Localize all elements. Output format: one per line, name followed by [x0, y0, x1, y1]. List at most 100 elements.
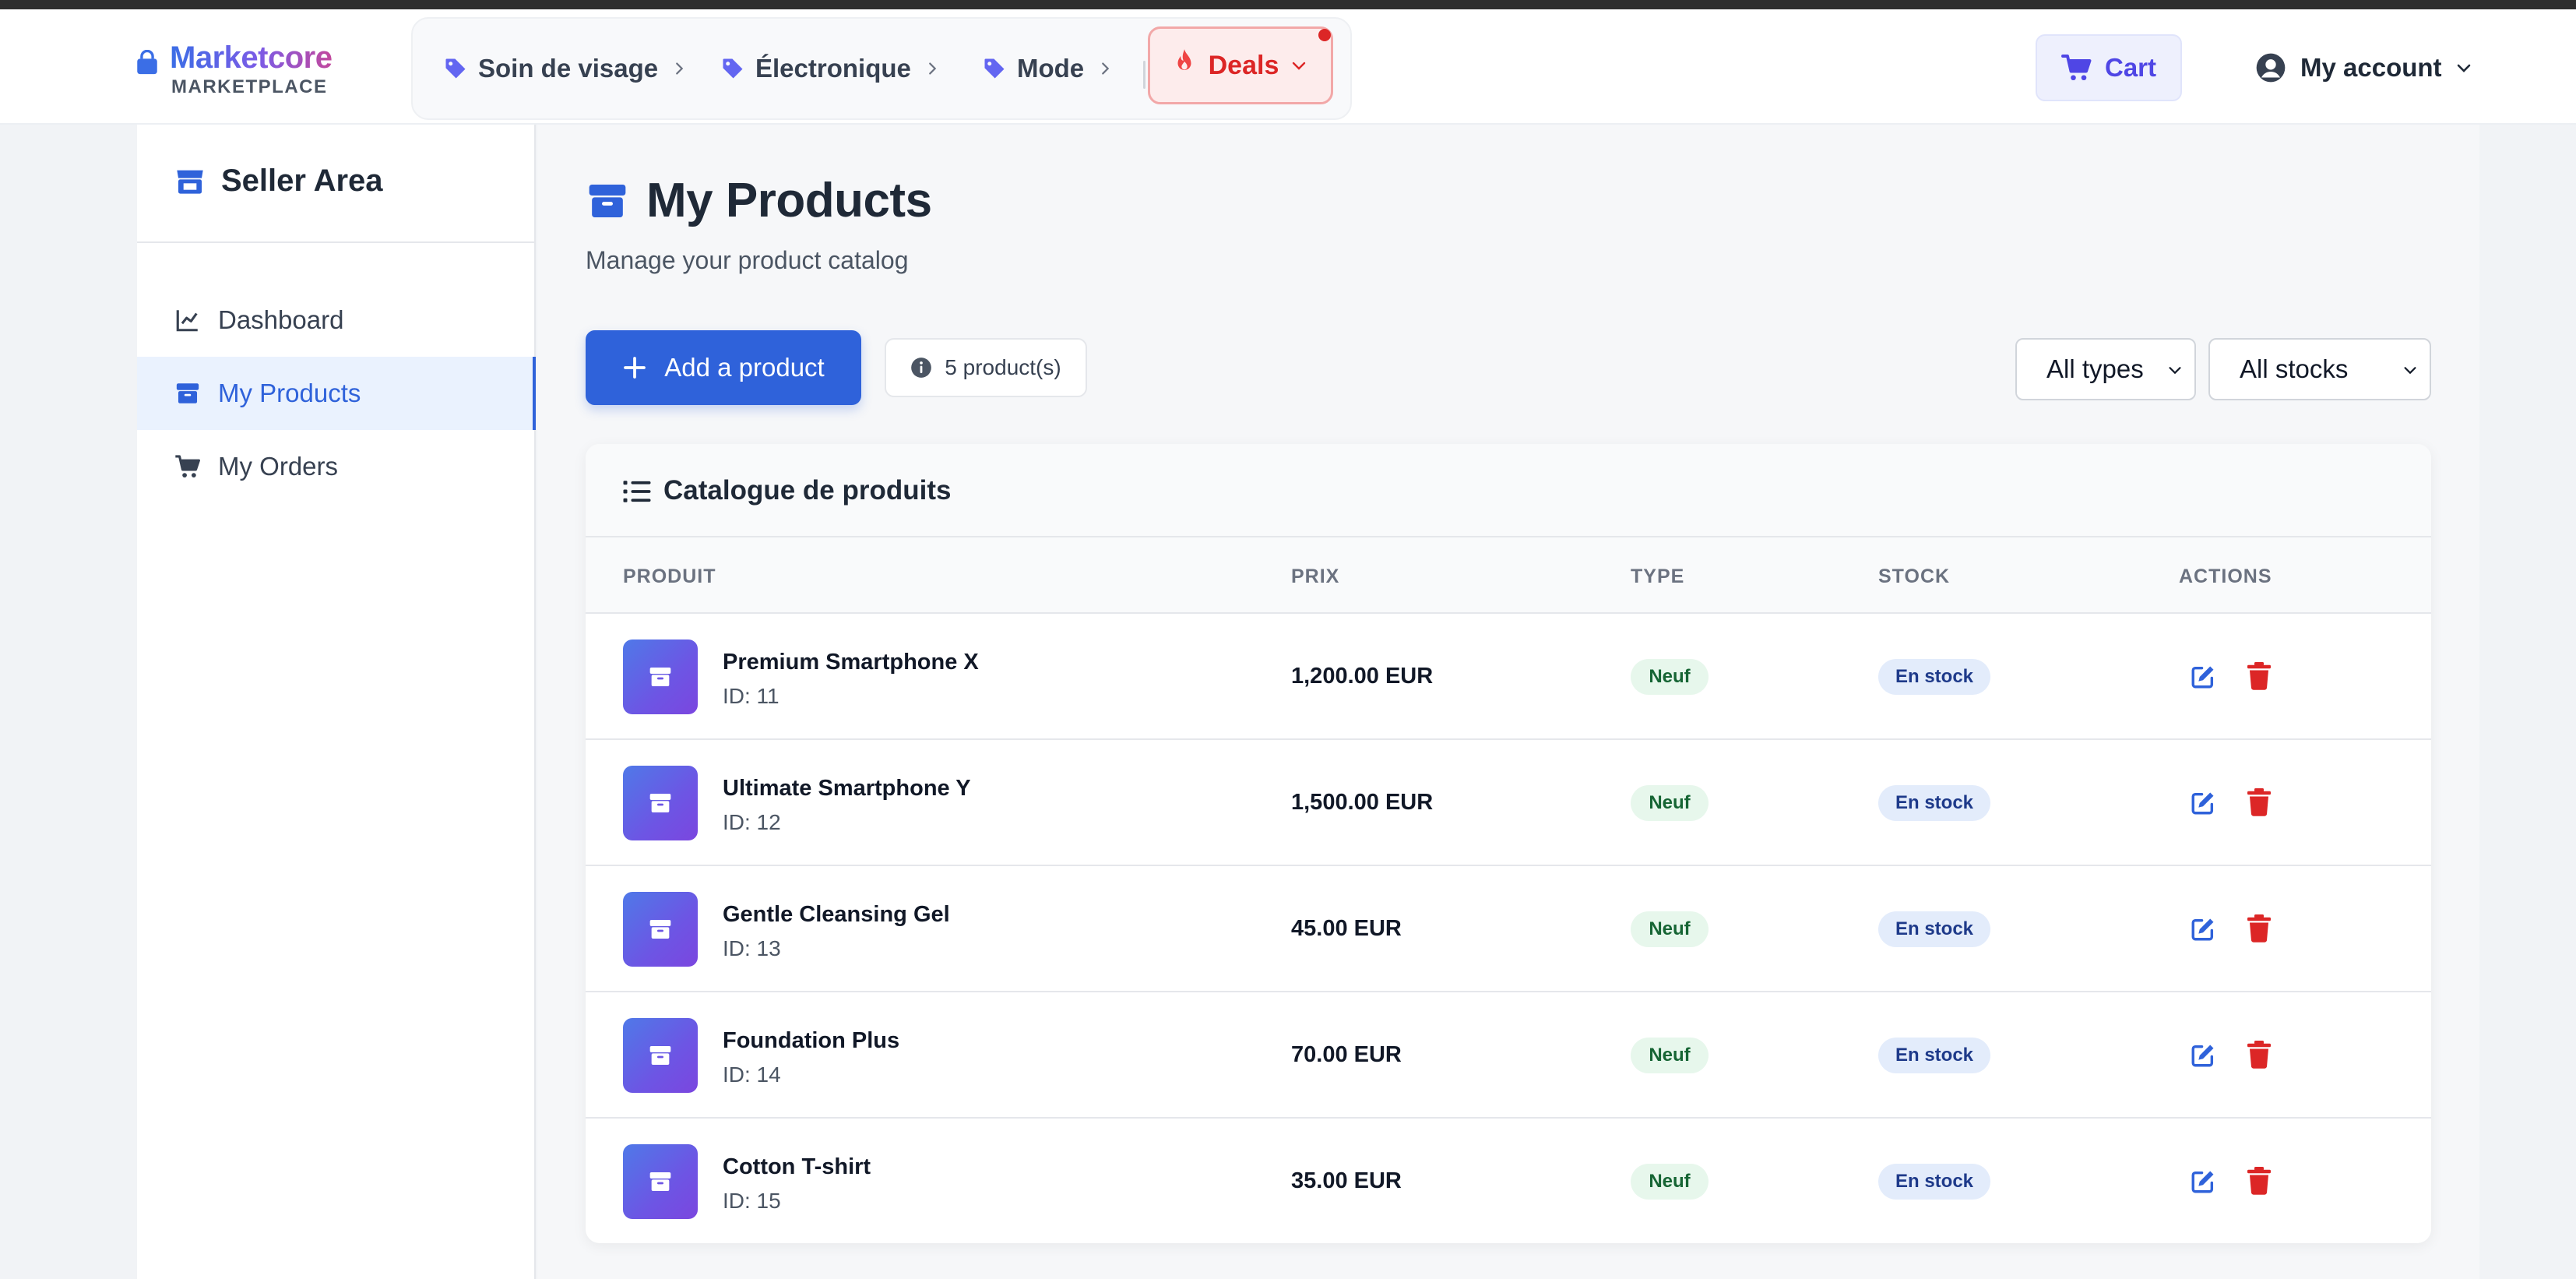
add-product-button[interactable]: Add a product: [586, 330, 861, 405]
stock-filter-select[interactable]: All stocks: [2208, 338, 2431, 400]
table-row: Ultimate Smartphone Y ID: 12 1,500.00 EU…: [586, 740, 2431, 866]
sidebar-title: Seller Area: [221, 164, 383, 198]
sidebar-header: Seller Area: [137, 125, 534, 243]
product-thumbnail: [623, 892, 698, 967]
stock-badge: En stock: [1878, 785, 1990, 821]
type-badge: Neuf: [1631, 1038, 1709, 1073]
stock-badge: En stock: [1878, 911, 1990, 947]
box-icon: [176, 383, 199, 403]
product-price: 45.00 EUR: [1291, 916, 1402, 941]
user-circle-icon: [2256, 53, 2286, 83]
category-electronique[interactable]: Électronique: [721, 45, 941, 92]
category-nav: Soin de visage Électronique Mode Deals: [411, 17, 1352, 120]
box-icon: [649, 794, 671, 812]
cart-button[interactable]: Cart: [2036, 34, 2182, 101]
trash-icon[interactable]: [2247, 1041, 2271, 1069]
table-row: Gentle Cleansing Gel ID: 13 45.00 EUR Ne…: [586, 866, 2431, 992]
product-thumbnail: [623, 640, 698, 714]
table-row: Cotton T-shirt ID: 15 35.00 EUR Neuf En …: [586, 1119, 2431, 1243]
stock-badge: En stock: [1878, 1164, 1990, 1200]
type-badge: Neuf: [1631, 1164, 1709, 1200]
product-id: ID: 11: [723, 684, 779, 708]
product-price: 35.00 EUR: [1291, 1168, 1402, 1193]
stock-filter-value: All stocks: [2240, 354, 2349, 383]
trash-icon[interactable]: [2247, 662, 2271, 690]
column-header-actions: ACTIONS: [2179, 566, 2272, 587]
product-name: Gentle Cleansing Gel: [723, 902, 950, 927]
catalog-title: Catalogue de produits: [663, 475, 952, 506]
column-header-product: PRODUIT: [623, 566, 716, 587]
product-count-badge: 5 product(s): [885, 338, 1087, 397]
type-badge: Neuf: [1631, 659, 1709, 695]
edit-icon[interactable]: [2190, 916, 2216, 943]
chevron-down-icon: [2404, 367, 2416, 375]
page-subtitle: Manage your product catalog: [586, 246, 909, 274]
product-name: Premium Smartphone X: [723, 650, 979, 675]
chart-line-icon: [176, 310, 198, 332]
list-icon: [623, 481, 651, 502]
cart-label: Cart: [2104, 53, 2157, 82]
product-price: 1,200.00 EUR: [1291, 664, 1434, 689]
column-header-type: TYPE: [1631, 566, 1685, 587]
type-badge: Neuf: [1631, 911, 1709, 947]
sidebar-item-my-products[interactable]: My Products: [137, 357, 536, 430]
type-filter-select[interactable]: All types: [2015, 338, 2196, 400]
sidebar-item-my-orders[interactable]: My Orders: [137, 430, 536, 503]
store-icon: [177, 170, 203, 194]
edit-icon[interactable]: [2190, 790, 2216, 816]
box-icon: [649, 1172, 671, 1191]
column-header-stock: STOCK: [1878, 566, 1951, 587]
type-filter-value: All types: [2046, 354, 2144, 383]
tag-icon: [445, 58, 466, 79]
edit-icon[interactable]: [2190, 1042, 2216, 1069]
trash-icon[interactable]: [2247, 1167, 2271, 1195]
box-icon: [649, 920, 671, 939]
brand-tagline: MARKETPLACE: [171, 76, 328, 97]
catalog-card: Catalogue de produits PRODUIT PRIX TYPE …: [586, 444, 2431, 1243]
chevron-right-icon: [676, 62, 684, 75]
plus-icon: [624, 357, 646, 379]
page-heading: My Products: [586, 173, 932, 228]
chevron-down-icon: [2457, 64, 2470, 72]
chevron-right-icon: [1102, 62, 1110, 75]
sidebar-item-label: My Products: [218, 379, 361, 407]
page-title: My Products: [646, 174, 932, 227]
category-mode[interactable]: Mode: [983, 45, 1114, 92]
product-thumbnail: [623, 1144, 698, 1219]
trash-icon[interactable]: [2247, 788, 2271, 816]
table-row: Premium Smartphone X ID: 11 1,200.00 EUR…: [586, 614, 2431, 740]
category-soin-de-visage[interactable]: Soin de visage: [444, 45, 688, 92]
account-label: My account: [2300, 53, 2442, 82]
edit-icon[interactable]: [2190, 1168, 2216, 1195]
deals-button[interactable]: Deals: [1148, 26, 1333, 104]
product-id: ID: 12: [723, 810, 781, 834]
trash-icon[interactable]: [2247, 914, 2271, 943]
tag-icon: [723, 58, 743, 79]
category-label: Mode: [1017, 54, 1085, 83]
box-icon: [649, 1046, 671, 1065]
product-id: ID: 15: [723, 1189, 781, 1213]
product-id: ID: 13: [723, 936, 781, 960]
account-menu[interactable]: My account: [2255, 48, 2473, 87]
browser-top-strip: [0, 0, 2576, 9]
edit-icon[interactable]: [2190, 664, 2216, 690]
chevron-down-icon: [2169, 367, 2181, 375]
catalog-header: Catalogue de produits: [586, 444, 2431, 537]
product-count: 5 product(s): [945, 355, 1061, 379]
tag-icon: [984, 58, 1005, 79]
stock-badge: En stock: [1878, 659, 1990, 695]
type-badge: Neuf: [1631, 785, 1709, 821]
column-header-price: PRIX: [1291, 566, 1340, 587]
fire-icon: [1177, 49, 1191, 70]
shopping-bag-icon: [137, 50, 157, 75]
product-id: ID: 14: [723, 1062, 781, 1087]
sidebar-item-label: My Orders: [218, 452, 339, 481]
info-icon: [911, 358, 932, 378]
sidebar-item-dashboard[interactable]: Dashboard: [137, 284, 536, 357]
sidebar-item-label: Dashboard: [218, 305, 344, 334]
table-row: Foundation Plus ID: 14 70.00 EUR Neuf En…: [586, 992, 2431, 1119]
product-thumbnail: [623, 1018, 698, 1093]
product-price: 1,500.00 EUR: [1291, 790, 1434, 815]
product-price: 70.00 EUR: [1291, 1042, 1402, 1067]
deals-label: Deals: [1208, 50, 1279, 80]
